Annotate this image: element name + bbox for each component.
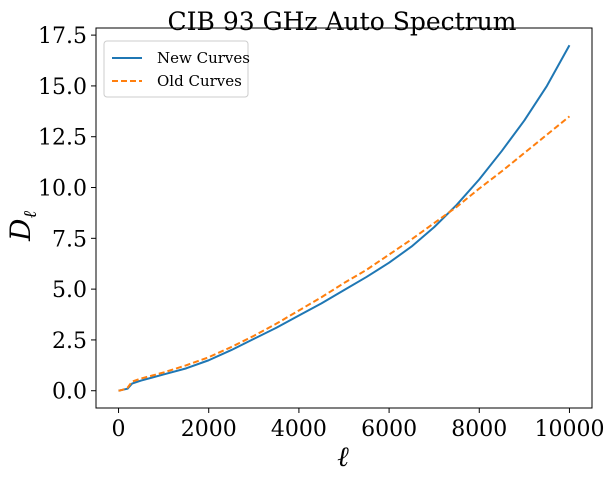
y-tick-label: 12.5 bbox=[38, 126, 87, 151]
legend-label-old-curves: Old Curves bbox=[157, 72, 242, 90]
y-tick-label: 0.0 bbox=[52, 380, 87, 405]
y-axis-label: Dℓ bbox=[4, 211, 41, 242]
chart-title: CIB 93 GHz Auto Spectrum bbox=[168, 7, 517, 36]
legend-label-new-curves: New Curves bbox=[157, 49, 250, 67]
y-tick-label: 5.0 bbox=[52, 278, 87, 303]
y-axis-label-subscript: ℓ bbox=[20, 211, 41, 219]
plot-frame bbox=[95, 27, 593, 409]
y-tick-label: 10.0 bbox=[38, 177, 87, 202]
x-tick-label: 6000 bbox=[361, 417, 417, 442]
x-tick-label: 4000 bbox=[271, 417, 327, 442]
series-line-old-curves bbox=[118, 115, 571, 392]
y-axis: 0.0 2.5 5.0 7.5 10.0 12.5 15.0 17.5 bbox=[38, 24, 96, 405]
x-axis: 0 2000 4000 6000 8000 10000 bbox=[112, 408, 604, 442]
x-tick-label: 0 bbox=[112, 417, 126, 442]
x-tick-label: 8000 bbox=[451, 417, 507, 442]
x-tick-label: 10000 bbox=[534, 417, 604, 442]
y-tick-label: 17.5 bbox=[38, 24, 87, 49]
y-axis-label-main: D bbox=[4, 219, 37, 242]
legend: New Curves Old Curves bbox=[103, 40, 250, 98]
x-tick-label: 2000 bbox=[181, 417, 237, 442]
y-tick-label: 7.5 bbox=[52, 227, 87, 252]
y-tick-label: 15.0 bbox=[38, 75, 87, 100]
x-axis-label: ℓ bbox=[337, 440, 349, 473]
series-line-new-curves bbox=[118, 44, 571, 392]
series-layer bbox=[118, 44, 571, 392]
y-tick-label: 2.5 bbox=[52, 329, 87, 354]
legend-box bbox=[103, 40, 249, 98]
